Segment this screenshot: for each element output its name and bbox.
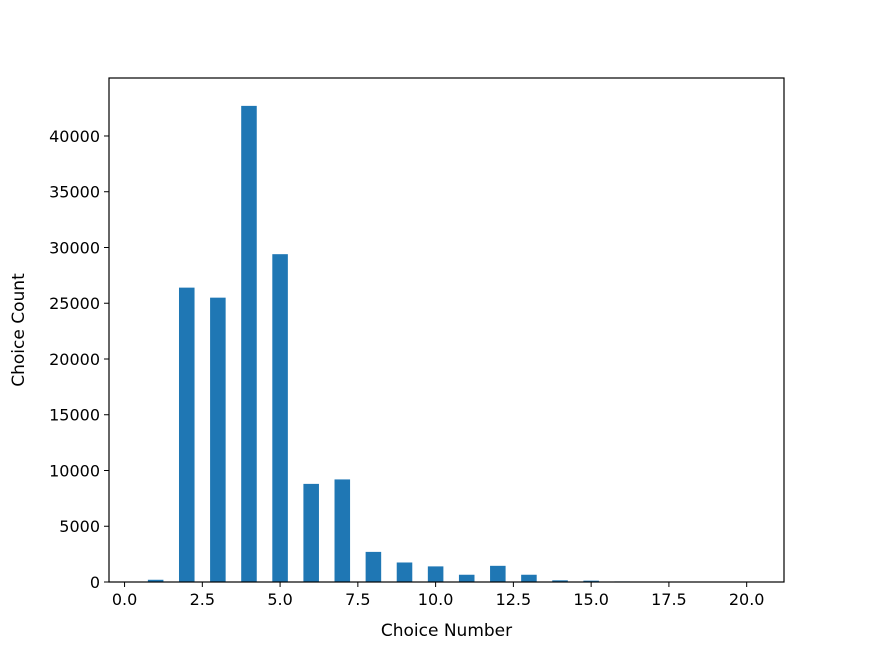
y-tick-label: 5000 — [59, 517, 100, 536]
bar-choice-5 — [272, 254, 288, 582]
x-tick-label: 17.5 — [651, 590, 687, 609]
bar-choice-15 — [583, 580, 599, 582]
bar-choice-3 — [210, 297, 226, 582]
bar-choice-12 — [490, 565, 506, 582]
y-tick-label: 15000 — [49, 406, 100, 425]
x-tick-label: 10.0 — [418, 590, 454, 609]
y-tick-label: 0 — [90, 573, 100, 592]
x-tick-label: 12.5 — [496, 590, 532, 609]
y-tick-label: 30000 — [49, 238, 100, 257]
bar-choice-10 — [427, 566, 444, 582]
y-tick-label: 20000 — [49, 350, 100, 369]
y-axis-ticks: 0 5000 10000 15000 20000 25000 30000 35000 40000 — [49, 127, 109, 592]
bars-group — [147, 105, 755, 582]
bar-choice-7 — [334, 479, 351, 582]
bar-choice-4 — [241, 105, 257, 582]
y-tick-label: 35000 — [49, 183, 100, 202]
x-tick-label: 7.5 — [345, 590, 370, 609]
bar-choice-9 — [396, 562, 413, 582]
x-axis-ticks: 0.0 2.5 5.0 7.5 10.0 12.5 15.0 17.5 20.0 — [112, 582, 765, 609]
bar-choice-14 — [552, 580, 568, 582]
x-tick-label: 15.0 — [573, 590, 609, 609]
x-axis-label: Choice Number — [381, 621, 512, 641]
bar-choice-13 — [521, 574, 537, 582]
x-tick-label: 20.0 — [729, 590, 765, 609]
bar-choice-8 — [365, 551, 382, 582]
y-tick-label: 25000 — [49, 294, 100, 313]
x-tick-label: 2.5 — [190, 590, 215, 609]
y-tick-label: 10000 — [49, 461, 100, 480]
bar-choice-6 — [303, 483, 319, 582]
bar-choice-2 — [178, 287, 195, 582]
plot-frame — [108, 77, 785, 583]
bar-choice-11 — [458, 574, 475, 582]
y-axis-label: Choice Count — [9, 273, 29, 387]
x-tick-label: 0.0 — [112, 590, 137, 609]
y-tick-label: 40000 — [49, 127, 100, 146]
bar-choice-1 — [147, 579, 164, 582]
x-tick-label: 5.0 — [267, 590, 292, 609]
